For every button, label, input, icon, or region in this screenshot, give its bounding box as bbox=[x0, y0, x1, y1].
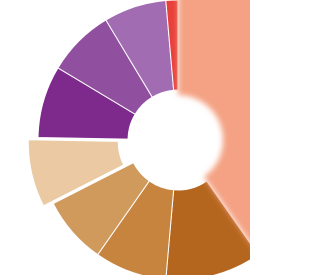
page: {"chart_data": {"type": "donut", "values… bbox=[0, 0, 250, 275]
chart bbox=[0, 0, 250, 275]
